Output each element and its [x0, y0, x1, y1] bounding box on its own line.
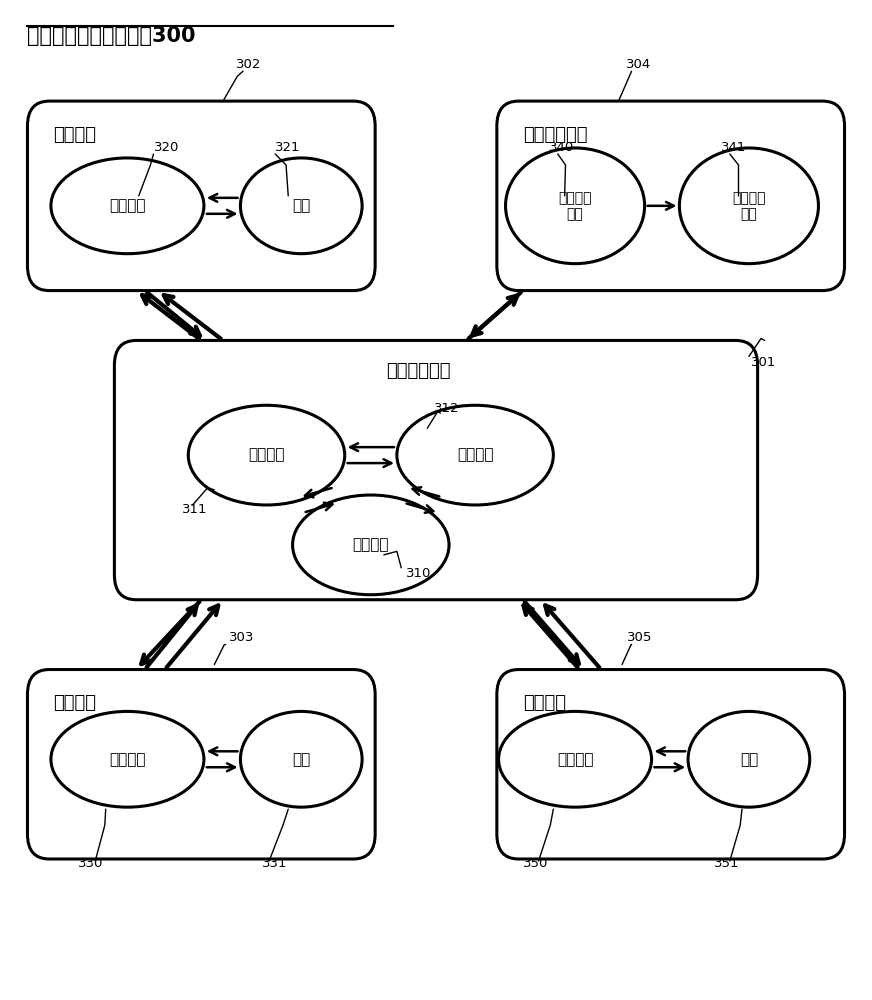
- Text: 350: 350: [523, 857, 548, 870]
- Ellipse shape: [688, 711, 810, 807]
- FancyBboxPatch shape: [114, 340, 758, 600]
- Text: 302: 302: [236, 58, 262, 71]
- Text: 左转模式: 左转模式: [53, 694, 97, 712]
- Text: 加速行驶: 加速行驶: [457, 448, 494, 463]
- FancyBboxPatch shape: [27, 670, 375, 859]
- Ellipse shape: [51, 711, 204, 807]
- Text: 通常行驶模式: 通常行驶模式: [386, 362, 451, 380]
- Text: 304: 304: [625, 58, 651, 71]
- Text: 351: 351: [714, 857, 739, 870]
- Text: 停止: 停止: [739, 752, 758, 767]
- Ellipse shape: [241, 158, 362, 254]
- Text: 停车模式: 停车模式: [523, 694, 566, 712]
- Text: 310: 310: [405, 567, 431, 580]
- Text: 稳定行驶: 稳定行驶: [109, 752, 146, 767]
- Text: 330: 330: [78, 857, 103, 870]
- Text: 维持车道
行驶: 维持车道 行驶: [558, 191, 592, 221]
- Ellipse shape: [499, 711, 651, 807]
- Ellipse shape: [506, 148, 644, 264]
- Text: 停止: 停止: [292, 752, 310, 767]
- Text: 稳定行驶: 稳定行驶: [352, 537, 389, 552]
- Text: 320: 320: [153, 141, 179, 154]
- Text: 行驶控制的状态转移图300: 行驶控制的状态转移图300: [27, 26, 196, 46]
- Text: 稳定行驶: 稳定行驶: [557, 752, 593, 767]
- Ellipse shape: [679, 148, 819, 264]
- Ellipse shape: [241, 711, 362, 807]
- Text: 321: 321: [276, 141, 301, 154]
- Ellipse shape: [51, 158, 204, 254]
- Text: 变更车道
行驶: 变更车道 行驶: [732, 191, 766, 221]
- FancyBboxPatch shape: [497, 670, 845, 859]
- FancyBboxPatch shape: [497, 101, 845, 291]
- Text: 变更车道模式: 变更车道模式: [523, 126, 588, 144]
- Text: 右转模式: 右转模式: [53, 126, 97, 144]
- Text: 305: 305: [627, 631, 652, 644]
- Ellipse shape: [293, 495, 449, 595]
- Text: 340: 340: [549, 141, 575, 154]
- FancyBboxPatch shape: [27, 101, 375, 291]
- Ellipse shape: [188, 405, 344, 505]
- Text: 303: 303: [229, 631, 255, 644]
- Text: 311: 311: [182, 503, 208, 516]
- Text: 停止: 停止: [292, 198, 310, 213]
- Text: 312: 312: [434, 402, 460, 415]
- Text: 301: 301: [751, 356, 776, 369]
- Text: 稳定行驶: 稳定行驶: [109, 198, 146, 213]
- Text: 减速行驶: 减速行驶: [249, 448, 285, 463]
- Ellipse shape: [397, 405, 554, 505]
- Text: 341: 341: [721, 141, 746, 154]
- Text: 331: 331: [262, 857, 288, 870]
